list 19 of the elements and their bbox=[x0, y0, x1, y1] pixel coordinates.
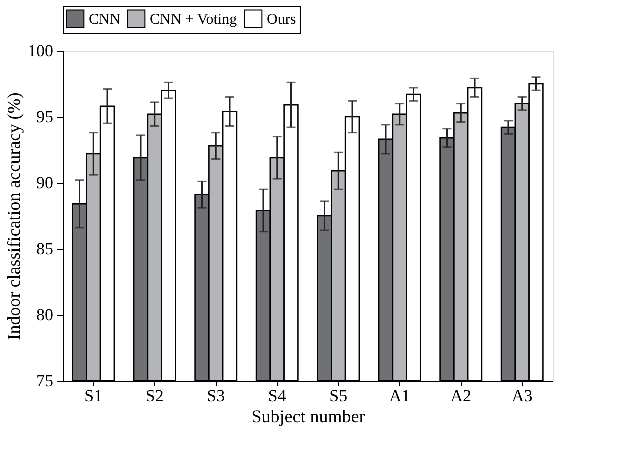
legend-label: CNN + Voting bbox=[150, 12, 238, 28]
legend-label: CNN bbox=[89, 12, 121, 28]
x-tick-label: S2 bbox=[146, 386, 164, 406]
x-axis-title: Subject number bbox=[252, 406, 366, 426]
x-tick-label: S1 bbox=[84, 386, 103, 406]
y-tick-label: 100 bbox=[28, 42, 54, 60]
y-tick-label: 80 bbox=[36, 306, 54, 324]
x-tick-label: S3 bbox=[207, 386, 226, 406]
x-tick-label: S4 bbox=[268, 386, 287, 406]
y-tick-label: 90 bbox=[36, 174, 54, 192]
x-tick-label: S5 bbox=[330, 386, 348, 406]
x-tick-label: A3 bbox=[512, 386, 533, 406]
x-tick-label: A2 bbox=[450, 386, 472, 406]
y-tick-label: 85 bbox=[36, 240, 54, 258]
y-tick-label: 95 bbox=[36, 108, 54, 126]
y-axis-title: Indoor classification accuracy (%) bbox=[4, 92, 24, 340]
legend-label: Ours bbox=[267, 12, 296, 28]
x-tick-label: A1 bbox=[389, 386, 410, 406]
y-tick-label: 75 bbox=[36, 372, 54, 390]
